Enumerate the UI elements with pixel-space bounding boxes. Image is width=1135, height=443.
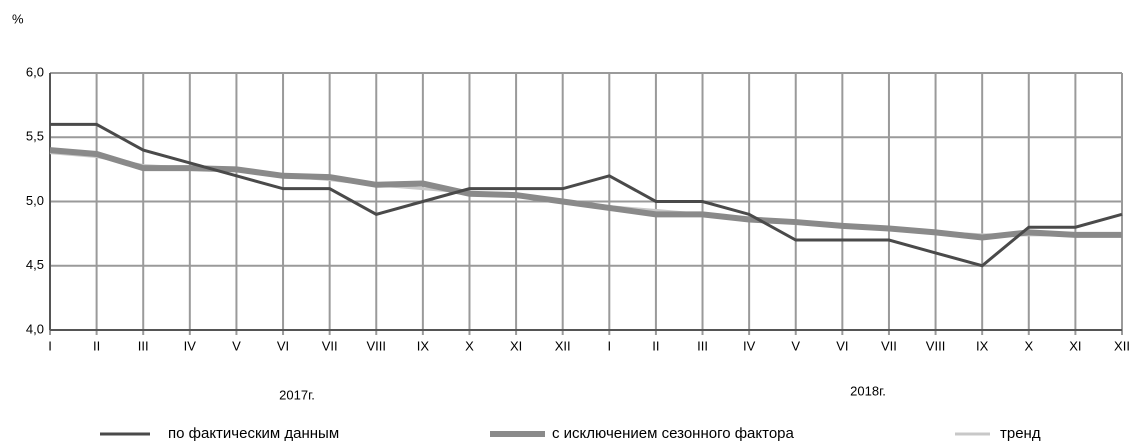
year-label: 2018г. (850, 383, 886, 398)
y-tick-label: 4,5 (26, 257, 44, 272)
x-tick-label: XI (1069, 338, 1081, 353)
legend-label: тренд (1000, 425, 1041, 442)
x-tick-label: X (1024, 338, 1033, 353)
y-unit: % (12, 11, 24, 26)
x-tick-label: XII (1114, 338, 1130, 353)
x-tick-label: VIII (926, 338, 946, 353)
y-tick-label: 4,0 (26, 321, 44, 336)
x-tick-label: II (93, 338, 100, 353)
x-tick-label: III (138, 338, 149, 353)
x-tick-label: IV (184, 338, 197, 353)
x-tick-label: V (791, 338, 800, 353)
x-tick-label: X (465, 338, 474, 353)
x-tick-label: V (232, 338, 241, 353)
x-tick-label: XII (555, 338, 571, 353)
x-tick-label: VIII (367, 338, 387, 353)
legend-label: по фактическим данным (168, 425, 339, 442)
legend-label: с исключением сезонного фактора (552, 425, 795, 442)
x-tick-label: VI (277, 338, 289, 353)
x-tick-label: IV (743, 338, 756, 353)
x-tick-label: III (697, 338, 708, 353)
x-tick-label: XI (510, 338, 522, 353)
x-tick-label: I (607, 338, 611, 353)
y-tick-label: 6,0 (26, 64, 44, 79)
series-line (49, 147, 1122, 241)
x-tick-label: VII (881, 338, 897, 353)
x-tick-label: VII (322, 338, 338, 353)
x-tick-label: IX (976, 338, 989, 353)
series-line (49, 151, 1122, 237)
series-line (50, 122, 1123, 268)
x-tick-label: I (48, 338, 52, 353)
x-tick-label: II (652, 338, 659, 353)
x-tick-label: IX (417, 338, 430, 353)
y-tick-label: 5,0 (26, 193, 44, 208)
year-label: 2017г. (279, 387, 315, 402)
y-tick-label: 5,5 (26, 129, 44, 144)
x-tick-label: VI (836, 338, 848, 353)
